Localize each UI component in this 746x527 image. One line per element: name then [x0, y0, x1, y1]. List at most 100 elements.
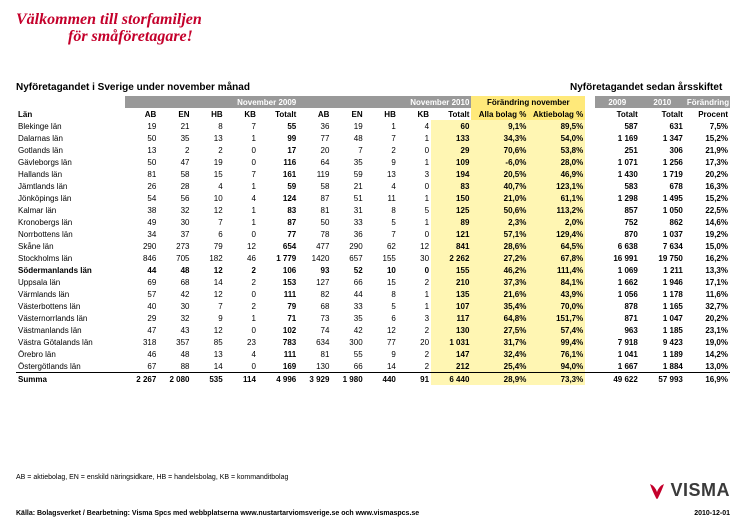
cell: 33 [331, 300, 364, 312]
cell: 251 [595, 144, 640, 156]
footer-date: 2010-12-01 [694, 510, 730, 517]
table-row: Västmanlands län4743120102744212213027,5… [16, 324, 730, 336]
cell: 62 [365, 240, 398, 252]
cell: 21 [331, 180, 364, 192]
group-header [16, 96, 125, 108]
cell: 25,4% [471, 360, 528, 373]
county-name: Örebro län [16, 348, 125, 360]
cell: 9 423 [640, 336, 685, 348]
group-header: November 2009 [125, 96, 298, 108]
cell: 12 [192, 324, 225, 336]
cell: 535 [192, 373, 225, 386]
cell: 4 [398, 120, 431, 132]
cell: 151,7% [528, 312, 585, 324]
cell: 0 [225, 228, 258, 240]
cell: 102 [258, 324, 298, 336]
col-header: Totalt [640, 108, 685, 120]
cell: 2 267 [125, 373, 158, 386]
cell: 30 [158, 216, 191, 228]
cell: 67 [125, 360, 158, 373]
cell: 114 [225, 373, 258, 386]
cell: 0 [398, 180, 431, 192]
cell: 82 [298, 288, 331, 300]
cell: 0 [225, 156, 258, 168]
cell: 59 [258, 180, 298, 192]
cell: 66 [331, 360, 364, 373]
cell: 5 [365, 300, 398, 312]
cell: 8 [192, 120, 225, 132]
cell: 57,1% [471, 228, 528, 240]
cell: 155 [431, 264, 471, 276]
cell: 94,0% [528, 360, 585, 373]
cell: 1 056 [595, 288, 640, 300]
cell: 129,4% [528, 228, 585, 240]
cell: 57 [125, 288, 158, 300]
group-header: 2009 [595, 96, 640, 108]
cell: 57 993 [640, 373, 685, 386]
cell: 11,6% [685, 288, 730, 300]
cell: 60 [431, 120, 471, 132]
cell: 477 [298, 240, 331, 252]
cell: 40 [125, 300, 158, 312]
table-row: Blekinge län19218755361914609,1%89,5%587… [16, 120, 730, 132]
cell: 7 [225, 168, 258, 180]
county-name: Kalmar län [16, 204, 125, 216]
cell: 91 [398, 373, 431, 386]
cell: 4 [365, 180, 398, 192]
cell: 634 [298, 336, 331, 348]
cell: 31 [331, 204, 364, 216]
col-header: AB [298, 108, 331, 120]
cell: 99 [258, 132, 298, 144]
cell: 121 [431, 228, 471, 240]
cell: 9 [365, 348, 398, 360]
table-row: Skåne län2902737912654477290621284128,6%… [16, 240, 730, 252]
cell: 4 996 [258, 373, 298, 386]
gap-cell [585, 300, 594, 312]
cell: 16,2% [685, 252, 730, 264]
cell: 2,3% [471, 216, 528, 228]
cell: 32 [158, 204, 191, 216]
table-wrap: Nyföretagandet i Sverige under november … [16, 82, 730, 385]
cell: 1 165 [640, 300, 685, 312]
group-header [585, 96, 594, 108]
county-name: Norrbottens län [16, 228, 125, 240]
cell: 1 069 [595, 264, 640, 276]
cell: 88 [158, 360, 191, 373]
cell: 587 [595, 120, 640, 132]
cell: 19 [125, 120, 158, 132]
col-header: HB [365, 108, 398, 120]
cell: 19 [192, 156, 225, 168]
cell: 74 [298, 324, 331, 336]
cell: 4 [192, 180, 225, 192]
col-header: Totalt [258, 108, 298, 120]
cell: 1 884 [640, 360, 685, 373]
cell: 17 [258, 144, 298, 156]
cell: 306 [640, 144, 685, 156]
table-row: Västra Götalands län31835785237836343007… [16, 336, 730, 348]
cell: 19 750 [640, 252, 685, 264]
gap-cell [585, 228, 594, 240]
cell: 46,2% [471, 264, 528, 276]
cell: 16 991 [595, 252, 640, 264]
cell: 20 [298, 144, 331, 156]
cell: 32,4% [471, 348, 528, 360]
cell: 10 [192, 192, 225, 204]
cell: 29 [125, 312, 158, 324]
cell: 1 037 [640, 228, 685, 240]
cell: 109 [431, 156, 471, 168]
cell: 28,6% [471, 240, 528, 252]
cell: 123,1% [528, 180, 585, 192]
county-name: Östergötlands län [16, 360, 125, 373]
cell: 290 [331, 240, 364, 252]
cell: -6,0% [471, 156, 528, 168]
cell: 55 [258, 120, 298, 132]
cell: 1 667 [595, 360, 640, 373]
cell: 49 622 [595, 373, 640, 386]
cell: 106 [258, 264, 298, 276]
cell: 7 [365, 228, 398, 240]
cell: 14 [365, 360, 398, 373]
gap-cell [585, 168, 594, 180]
cell: 1 347 [640, 132, 685, 144]
cell: 21,0% [471, 192, 528, 204]
cell: 0 [398, 264, 431, 276]
